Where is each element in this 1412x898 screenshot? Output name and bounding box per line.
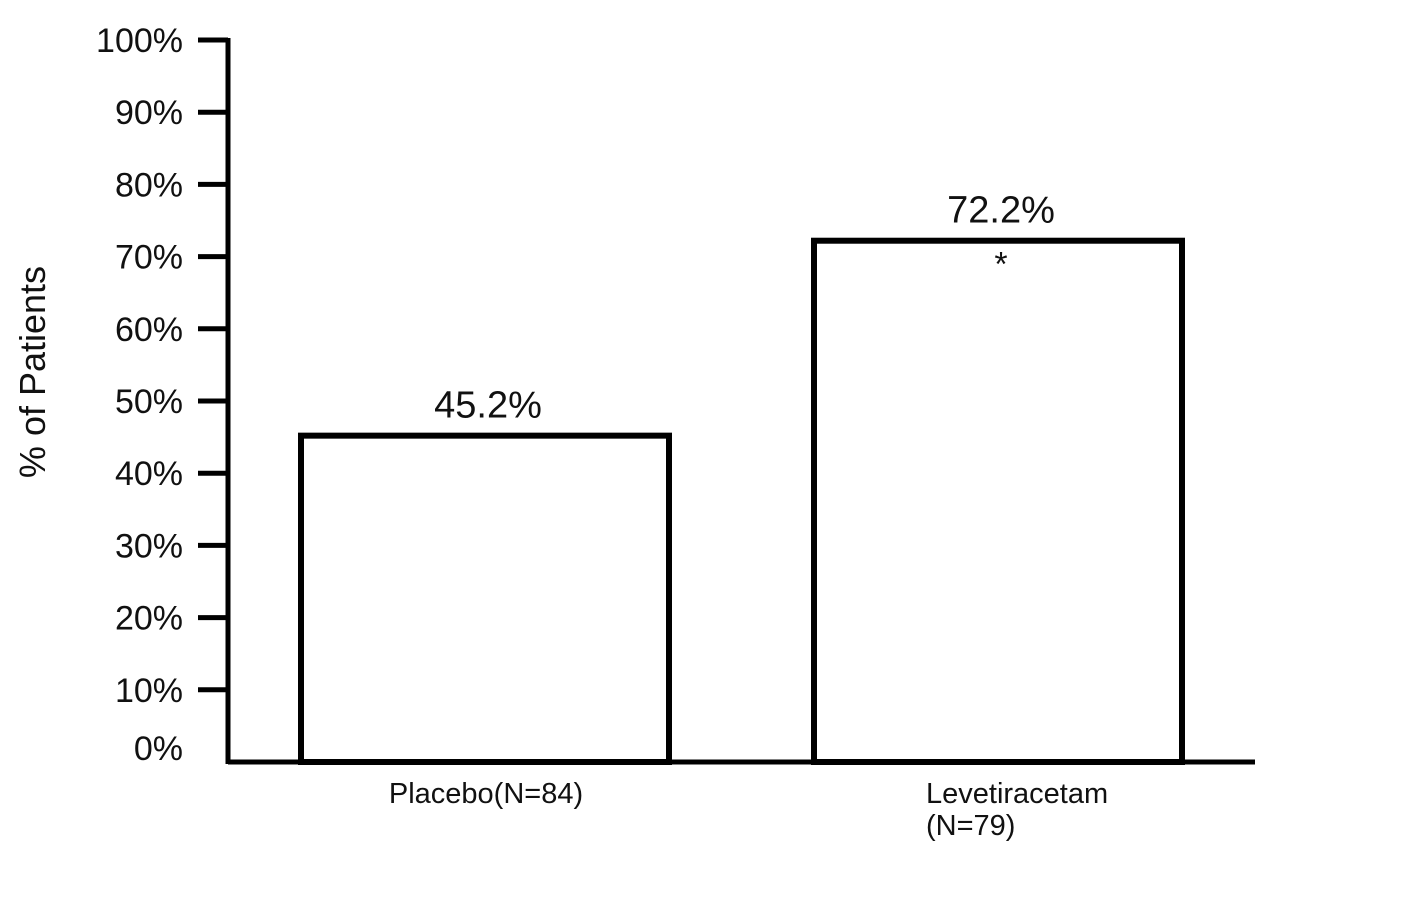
y-tick-label: 90% [115, 94, 183, 132]
significance-marker: * [994, 246, 1007, 284]
bars [298, 237, 1185, 765]
category-label: (N=79) [926, 810, 1015, 842]
bar [811, 237, 1185, 765]
y-tick-label: 70% [115, 239, 183, 277]
bar-value-label: 45.2% [434, 385, 542, 427]
y-tick-label: 40% [115, 455, 183, 493]
bar-value-label: 72.2% [947, 190, 1055, 232]
y-axis-title: % of Patients [12, 266, 53, 478]
category-label: Placebo(N=84) [389, 778, 583, 810]
y-axis-tick-labels: 0% 10% 20% 30% 40% 50% 60% 70% 80% 90% 100% [96, 22, 183, 768]
y-tick-label: 30% [115, 527, 183, 565]
category-labels: Placebo(N=84) Levetiracetam(N=79) [389, 778, 1108, 842]
bar [298, 432, 672, 765]
annotations: * [994, 246, 1007, 284]
y-tick-label: 60% [115, 311, 183, 349]
value-labels: 45.2% 72.2% [434, 190, 1055, 427]
y-axis-ticks [198, 37, 228, 693]
y-tick-label: 80% [115, 166, 183, 204]
y-tick-label: 20% [115, 600, 183, 638]
y-tick-label: 100% [96, 22, 183, 60]
y-tick-label: 0% [134, 730, 183, 768]
y-tick-label: 10% [115, 672, 183, 710]
y-tick-label: 50% [115, 383, 183, 421]
category-label: Levetiracetam [926, 778, 1108, 810]
